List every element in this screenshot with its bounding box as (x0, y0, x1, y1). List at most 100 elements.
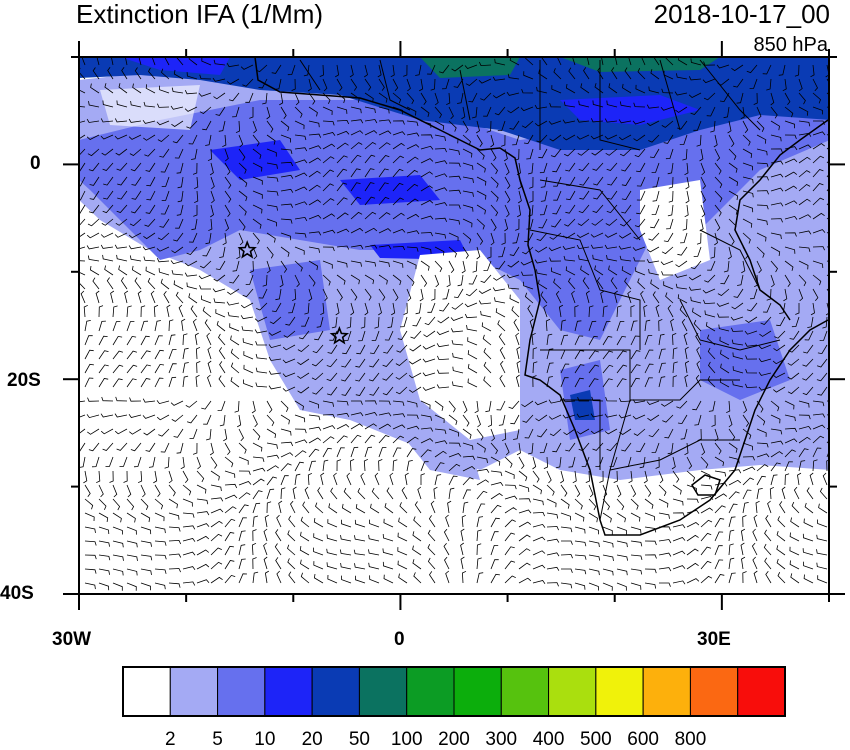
wind-barb (742, 134, 751, 146)
wind-barb (279, 274, 284, 288)
wind-barb (588, 364, 600, 374)
wind-barb (578, 162, 590, 172)
wind-barb (501, 428, 507, 442)
wind-barb (634, 148, 646, 158)
wind-barb (462, 477, 474, 486)
wind-barb (87, 255, 100, 262)
wind-barb (677, 294, 688, 304)
wind-barb (110, 290, 115, 304)
wind-barb (490, 559, 499, 570)
wind-barb (350, 288, 358, 301)
wind-barb (749, 288, 758, 300)
wind-barb (112, 378, 123, 388)
wind-barb (350, 78, 358, 91)
wind-barb (198, 92, 212, 97)
wind-barb (422, 386, 436, 391)
wind-barb (577, 218, 590, 226)
wind-barb (540, 176, 548, 188)
wind-barb (448, 162, 461, 168)
wind-barb (144, 148, 156, 157)
wind-barb (636, 190, 646, 201)
wind-barb (420, 438, 434, 444)
wind-barb (630, 305, 635, 318)
wind-barb (572, 57, 576, 66)
wind-barb (461, 514, 466, 528)
wind-barb (249, 107, 254, 119)
wind-barb (228, 92, 240, 102)
wind-barb (714, 456, 725, 467)
wind-barb (606, 442, 618, 452)
wind-barb (803, 518, 814, 528)
wind-barb (529, 318, 534, 332)
wind-barb (700, 546, 712, 556)
wind-barb (621, 176, 632, 186)
wind-barb (476, 479, 489, 486)
wind-barb (448, 428, 459, 437)
wind-barb (91, 456, 100, 468)
wind-barb (322, 120, 335, 126)
wind-barb (787, 386, 800, 395)
wind-barb (504, 442, 510, 456)
wind-barb (182, 333, 188, 346)
wind-barb (798, 436, 811, 444)
wind-barb (112, 526, 123, 535)
wind-barb (322, 143, 336, 150)
wind-barb (630, 377, 640, 388)
wind-barb (784, 215, 798, 220)
wind-barb (238, 148, 246, 161)
wind-barb (245, 92, 254, 103)
wind-barb (308, 288, 313, 302)
wind-barb (175, 218, 184, 229)
wind-barb (173, 280, 184, 290)
wind-barb (308, 92, 316, 105)
wind-barb (126, 484, 132, 498)
wind-barb (291, 288, 297, 302)
wind-barb (123, 470, 128, 483)
wind-barb (784, 461, 793, 472)
wind-barb (182, 347, 189, 360)
wind-barb (644, 349, 654, 360)
wind-barb (218, 333, 226, 346)
wind-barb (364, 154, 376, 164)
wind-barb (700, 176, 706, 190)
wind-barb (732, 380, 744, 388)
wind-barb (234, 400, 240, 413)
wind-barb (553, 176, 562, 187)
wind-barb (226, 63, 240, 68)
wind-barb (114, 118, 128, 123)
wind-barb (280, 414, 290, 425)
wind-barb (287, 64, 296, 76)
wind-barb (86, 245, 100, 250)
wind-barb (326, 358, 338, 368)
wind-barb (549, 257, 562, 262)
wind-barb (238, 517, 247, 528)
wind-barb (644, 554, 657, 559)
wind-barb (816, 372, 828, 382)
wind-barb (451, 64, 464, 72)
wind-barb (190, 305, 198, 318)
wind-barb (153, 470, 158, 484)
wind-barb (809, 472, 814, 486)
wind-barb (490, 517, 500, 528)
wind-barb (213, 298, 226, 304)
wind-barb (185, 400, 198, 408)
colorbar-swatch (642, 666, 691, 717)
wind-barb (143, 428, 156, 436)
wind-barb (700, 575, 713, 584)
wind-barb (434, 92, 439, 106)
wind-barb (222, 232, 227, 246)
wind-barb (613, 470, 618, 483)
wind-barb (308, 426, 322, 431)
wind-barb (184, 272, 198, 277)
wind-barb (588, 484, 594, 498)
wind-barb (446, 92, 451, 106)
wind-barb (770, 274, 775, 288)
wind-barb (100, 428, 114, 435)
wind-barb (532, 511, 545, 517)
wind-barb (392, 78, 399, 92)
wind-barb (658, 470, 664, 484)
wind-barb (408, 372, 422, 379)
wind-barb (706, 106, 716, 117)
wind-barb (636, 204, 646, 215)
wind-barb (560, 484, 568, 497)
